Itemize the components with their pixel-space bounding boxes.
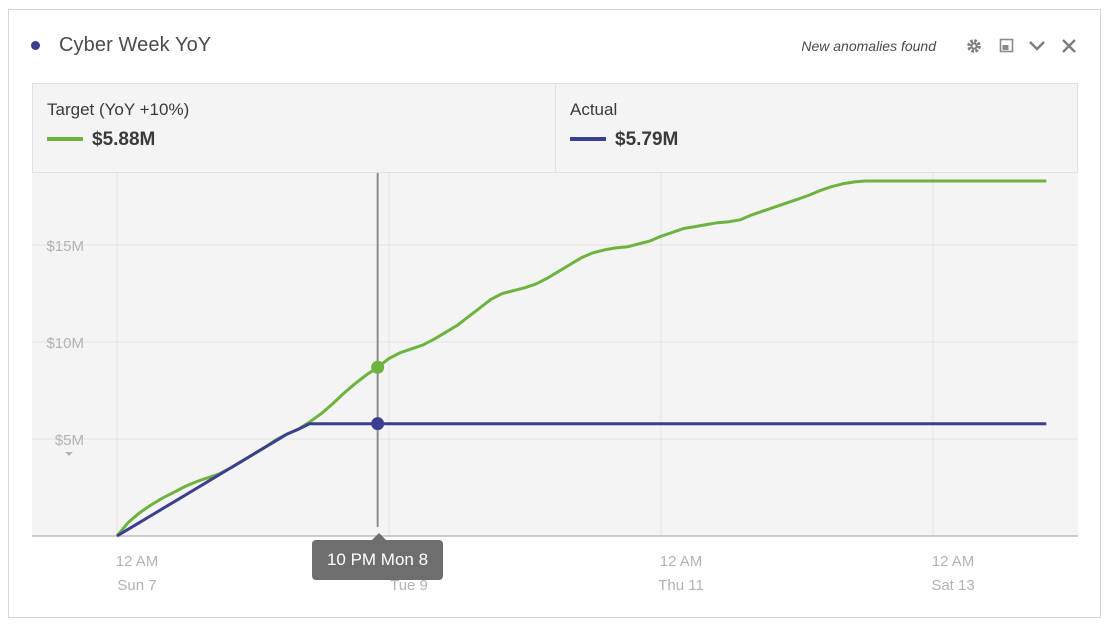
y-tick-label: $5M — [55, 432, 84, 449]
x-tick-label: 12 AM — [116, 553, 159, 570]
metric-actual: Actual $5.79M — [556, 84, 1077, 172]
metric-label: Target (YoY +10%) — [47, 100, 190, 119]
metric-label: Actual — [570, 100, 618, 119]
hover-tooltip: 10 PM Mon 8 — [312, 540, 443, 580]
x-tick-label: Thu 11 — [658, 577, 704, 594]
x-tick-label: 12 AM — [932, 553, 975, 570]
x-tick-label: Sun 7 — [117, 577, 156, 594]
series-line-1 — [116, 422, 1047, 538]
metric-target: Target (YoY +10%) $5.88M — [33, 84, 556, 172]
expand-icon[interactable] — [998, 37, 1016, 55]
metric-swatch — [47, 137, 83, 141]
metric-value: $5.88M — [92, 129, 156, 150]
panel-title: Cyber Week YoY — [59, 34, 212, 56]
metric-value: $5.79M — [615, 129, 679, 150]
y-tick-label: $10M — [46, 335, 84, 352]
hover-point-0 — [371, 360, 385, 374]
series-dot-icon — [31, 41, 40, 50]
gear-icon[interactable] — [965, 37, 983, 55]
chevron-down-icon[interactable] — [1028, 37, 1046, 55]
x-tick-label: Tue 9 — [390, 577, 428, 594]
x-tick-label: 12 AM — [660, 553, 703, 570]
tooltip-arrow — [372, 533, 386, 540]
metric-swatch — [570, 137, 606, 141]
y-tick-label: $15M — [46, 238, 84, 255]
plot-area — [32, 173, 1078, 536]
anomaly-link[interactable]: New anomalies found — [801, 38, 936, 54]
close-icon[interactable] — [1060, 37, 1078, 55]
summary-strip: Target (YoY +10%) $5.88M Actual $5.79M — [32, 83, 1078, 173]
x-tick-label: Sat 13 — [931, 577, 974, 594]
hover-point-1 — [371, 417, 385, 431]
y-axis-marker-icon — [65, 452, 73, 456]
